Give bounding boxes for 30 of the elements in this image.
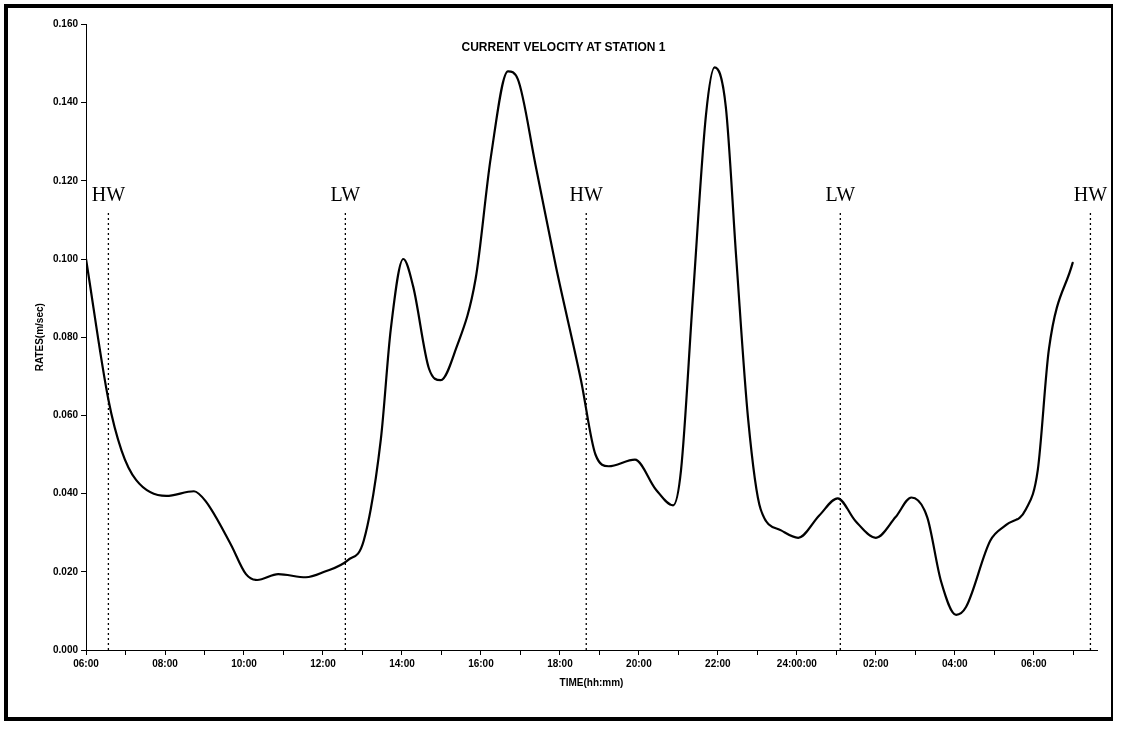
x-tick-label: 08:00 [152, 657, 179, 669]
x-tick-label: 14:00 [389, 657, 416, 669]
x-tick-label: 16:00 [468, 657, 495, 669]
x-tick-label: 06:00 [73, 657, 100, 669]
y-tick-label: 0.120 [52, 174, 79, 186]
y-tick-label: 0.060 [52, 409, 79, 421]
x-tick-label: 20:00 [626, 657, 653, 669]
x-tick-label: 06:00 [1021, 657, 1048, 669]
x-tick-label: 24:00:00 [776, 657, 818, 669]
x-tick-label: 12:00 [310, 657, 337, 669]
ref-line-label: HW [569, 183, 604, 206]
ref-line-label: LW [825, 183, 856, 206]
x-tick-label: 04:00 [942, 657, 969, 669]
ref-line-label: HW [91, 183, 126, 206]
x-axis-title: TIME(hh:mm) [559, 676, 624, 688]
y-tick-label: 0.000 [52, 643, 79, 655]
text: CURRENT VELOCITY AT STATION 1 [461, 39, 666, 54]
y-axis-title: RATES(m/sec) [33, 303, 45, 372]
y-tick-label: 0.100 [52, 252, 79, 264]
ref-line-label: LW [330, 183, 361, 206]
y-tick-label: 0.080 [52, 330, 79, 342]
y-tick-label: 0.040 [52, 487, 79, 499]
y-tick-label: 0.160 [52, 18, 79, 30]
y-tick-label: 0.140 [52, 96, 79, 108]
x-tick-label: 10:00 [231, 657, 258, 669]
x-tick-label: 02:00 [863, 657, 890, 669]
ref-line-label: HW [1073, 183, 1108, 206]
x-tick-label: 18:00 [547, 657, 574, 669]
x-tick-label: 22:00 [705, 657, 732, 669]
y-tick-label: 0.020 [52, 565, 79, 577]
